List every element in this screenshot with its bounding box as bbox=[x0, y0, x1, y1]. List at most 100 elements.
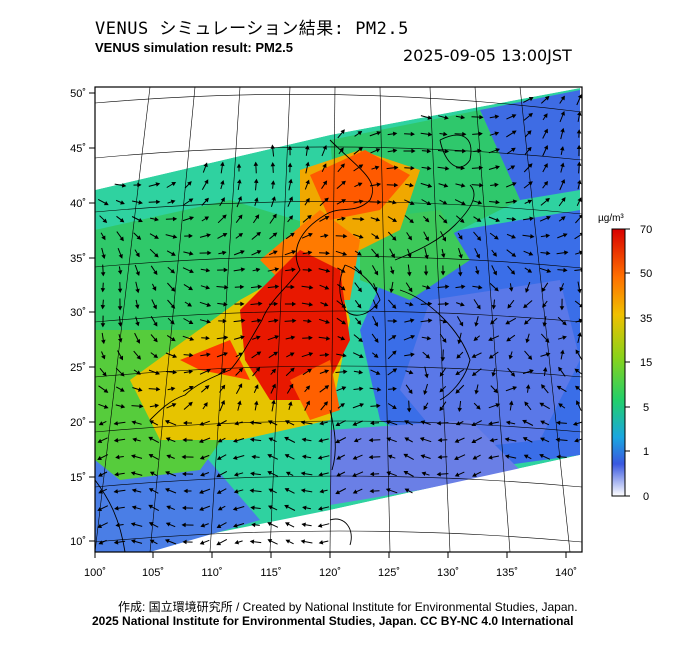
wind-vector-head bbox=[272, 232, 278, 237]
wind-vector-head bbox=[181, 505, 187, 511]
wind-vector-head bbox=[102, 371, 107, 377]
wind-vector-head bbox=[392, 368, 398, 373]
wind-vector-head bbox=[308, 232, 313, 238]
wind-vector-head bbox=[222, 214, 227, 220]
wind-vector-head bbox=[335, 439, 341, 444]
wind-vector-head bbox=[234, 540, 240, 545]
wind-vector-head bbox=[267, 420, 273, 425]
wind-vector-head bbox=[308, 352, 314, 357]
wind-vector-head bbox=[544, 338, 550, 343]
wind-vector-head bbox=[318, 472, 323, 477]
map-title-japanese: VENUS シミュレーション結果: PM2.5 bbox=[95, 19, 409, 39]
wind-vector-head bbox=[358, 353, 364, 359]
wind-vector-head bbox=[187, 302, 192, 307]
wind-vector-head bbox=[136, 355, 141, 360]
wind-vector-head bbox=[511, 114, 517, 119]
colorbar-tick-5: 5 bbox=[643, 402, 649, 414]
wind-vector-head bbox=[319, 488, 324, 494]
wind-vector-head bbox=[199, 506, 204, 511]
wind-vector-head bbox=[237, 400, 242, 405]
wind-vector-head bbox=[512, 386, 518, 391]
wind-vector-head bbox=[436, 471, 441, 477]
wind-vector-head bbox=[251, 454, 256, 460]
wind-vector-head bbox=[290, 284, 295, 290]
wind-vector-head bbox=[410, 165, 415, 171]
wind-vector-head bbox=[488, 336, 493, 341]
wind-vector-head bbox=[442, 338, 447, 343]
wind-vector-head bbox=[224, 284, 229, 290]
wind-vector-head bbox=[130, 471, 136, 476]
wind-vector-head bbox=[290, 232, 295, 238]
wind-vector-head bbox=[113, 437, 119, 443]
wind-vector-head bbox=[559, 306, 565, 311]
wind-vector-head bbox=[562, 320, 567, 326]
wind-vector-head bbox=[478, 131, 483, 137]
wind-vector-head bbox=[154, 253, 159, 258]
wind-vector-head bbox=[156, 199, 161, 205]
wind-vector-head bbox=[223, 301, 228, 307]
wind-vector-head bbox=[479, 182, 484, 188]
wind-vector-head bbox=[511, 252, 517, 257]
graticule bbox=[95, 87, 582, 552]
wind-vector-head bbox=[561, 197, 566, 202]
wind-vector-head bbox=[270, 144, 275, 149]
wind-vector-head bbox=[237, 195, 243, 201]
wind-vector-head bbox=[543, 180, 549, 186]
wind-vector-head bbox=[356, 320, 362, 325]
wind-vector-head bbox=[494, 286, 499, 292]
wind-vector-head bbox=[204, 179, 209, 185]
wind-vector-head bbox=[148, 522, 154, 527]
wind-vector-head bbox=[149, 471, 155, 476]
wind-vector-head bbox=[504, 454, 510, 459]
wind-vector-head bbox=[530, 233, 535, 239]
wind-vector-head bbox=[490, 320, 495, 325]
wind-vector-head bbox=[387, 454, 393, 459]
lat-label-15: 15˚ bbox=[70, 472, 86, 484]
wind-vector-head bbox=[457, 407, 463, 413]
wind-vector-head bbox=[199, 540, 205, 545]
wind-vector-head bbox=[427, 131, 433, 137]
wind-vector-head bbox=[172, 216, 178, 222]
wind-vector-head bbox=[285, 539, 291, 544]
wind-vector-head bbox=[189, 251, 194, 256]
wind-vector-head bbox=[357, 287, 362, 293]
wind-vector-head bbox=[236, 163, 242, 168]
wind-vector-head bbox=[577, 288, 582, 294]
wind-vector-head bbox=[267, 521, 272, 527]
wind-vector-head bbox=[528, 251, 534, 256]
wind-vector-head bbox=[477, 148, 482, 154]
wind-vector-head bbox=[440, 357, 446, 362]
wind-vector-head bbox=[284, 504, 289, 509]
wind-vector-head bbox=[119, 218, 125, 223]
wind-vector-head bbox=[357, 303, 362, 309]
wind-vector-head bbox=[119, 236, 124, 242]
wind-vector-head bbox=[292, 318, 297, 324]
wind-vector-head bbox=[409, 301, 414, 307]
wind-vector-head bbox=[358, 199, 364, 204]
wind-vector-head bbox=[392, 148, 398, 153]
wind-vector-head bbox=[391, 304, 397, 309]
wind-vector-head bbox=[389, 288, 394, 294]
wind-vector-head bbox=[156, 386, 161, 392]
wind-vector-head bbox=[256, 250, 262, 255]
wind-vector-head bbox=[543, 128, 548, 134]
wind-vector-head bbox=[454, 472, 460, 477]
wind-vector-head bbox=[188, 369, 194, 375]
wind-vector-head bbox=[525, 384, 531, 389]
wind-vector-head bbox=[301, 437, 307, 443]
wind-vector-head bbox=[377, 199, 382, 205]
wind-vector-head bbox=[522, 419, 527, 424]
wind-vector-head bbox=[574, 438, 579, 443]
wind-vector-head bbox=[288, 401, 293, 406]
wind-vector-head bbox=[308, 267, 313, 273]
wind-vector-head bbox=[427, 115, 433, 120]
wind-vector-head bbox=[360, 216, 365, 222]
wind-vector-head bbox=[188, 385, 194, 391]
wind-vector-head bbox=[358, 369, 364, 375]
wind-vector-head bbox=[407, 235, 412, 241]
wind-vector-head bbox=[288, 215, 294, 220]
wind-vector-head bbox=[352, 472, 357, 478]
wind-vector-head bbox=[407, 253, 412, 259]
wind-vector-head bbox=[563, 267, 568, 273]
wind-vector-head bbox=[385, 420, 391, 425]
